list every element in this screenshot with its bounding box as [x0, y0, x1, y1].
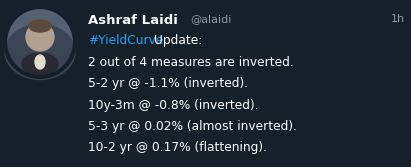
Ellipse shape: [5, 25, 75, 79]
Text: 5-2 yr @ -1.1% (inverted).: 5-2 yr @ -1.1% (inverted).: [88, 77, 248, 90]
Ellipse shape: [29, 20, 51, 32]
Text: 10-2 yr @ 0.17% (flattening).: 10-2 yr @ 0.17% (flattening).: [88, 141, 267, 154]
Ellipse shape: [22, 53, 58, 75]
Circle shape: [5, 7, 75, 77]
Circle shape: [26, 23, 54, 51]
Text: Ashraf Laidi: Ashraf Laidi: [88, 14, 178, 27]
Text: 5-3 yr @ 0.02% (almost inverted).: 5-3 yr @ 0.02% (almost inverted).: [88, 120, 297, 133]
Circle shape: [3, 5, 77, 79]
Text: 1h: 1h: [391, 15, 405, 25]
Text: 2 out of 4 measures are inverted.: 2 out of 4 measures are inverted.: [88, 55, 294, 68]
Text: #YieldCurve: #YieldCurve: [88, 34, 164, 47]
Ellipse shape: [35, 55, 45, 69]
Text: 10y-3m @ -0.8% (inverted).: 10y-3m @ -0.8% (inverted).: [88, 99, 259, 112]
Text: Update:: Update:: [150, 34, 202, 47]
Text: @alaidi: @alaidi: [190, 15, 231, 25]
